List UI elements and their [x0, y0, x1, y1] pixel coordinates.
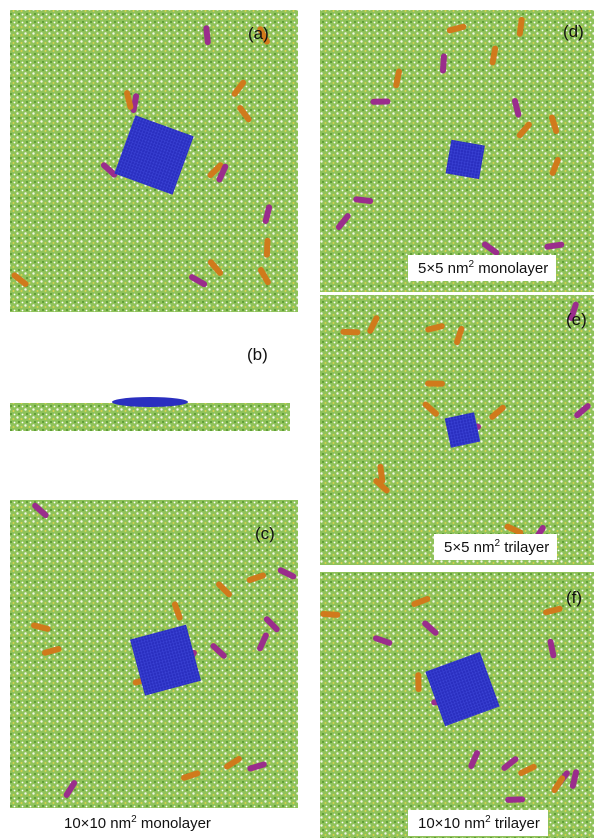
panel-label: (b) — [247, 345, 268, 365]
panel-label: (e) — [566, 310, 587, 330]
caption: 5×5 nm2 trilayer — [434, 534, 557, 560]
sheet-side — [112, 397, 188, 407]
caption-text: 5×5 nm — [418, 260, 468, 277]
figure: (a) (b) (c) (d) (e) (f) 10×10 nm2 monola… — [0, 0, 594, 838]
molecule — [340, 329, 360, 336]
caption: 10×10 nm2 trilayer — [408, 810, 548, 836]
caption-exponent: 2 — [485, 814, 491, 825]
panel-label: (a) — [248, 24, 269, 44]
caption-text: 10×10 nm — [418, 815, 485, 832]
panel-label: (d) — [563, 22, 584, 42]
caption-text: trilayer — [495, 815, 540, 832]
caption-exponent: 2 — [468, 259, 474, 270]
molecule — [415, 672, 421, 692]
panel-label: (f) — [566, 588, 582, 608]
caption: 5×5 nm2 monolayer — [408, 255, 556, 281]
molecule — [505, 796, 525, 803]
caption-text: monolayer — [478, 260, 548, 277]
caption-text: trilayer — [504, 539, 549, 556]
sheet — [446, 140, 485, 179]
slab — [10, 403, 290, 431]
molecule — [264, 238, 271, 258]
caption-text: 5×5 nm — [444, 539, 494, 556]
panel-label: (c) — [255, 524, 275, 544]
sheet — [445, 412, 481, 448]
caption-exponent: 2 — [131, 814, 137, 825]
caption-exponent: 2 — [494, 538, 500, 549]
molecule — [425, 380, 445, 386]
molecule — [370, 98, 390, 104]
caption: 10×10 nm2 monolayer — [64, 814, 211, 832]
caption-text: monolayer — [141, 815, 211, 832]
snapshots — [0, 0, 594, 838]
caption-text: 10×10 nm — [64, 815, 131, 832]
